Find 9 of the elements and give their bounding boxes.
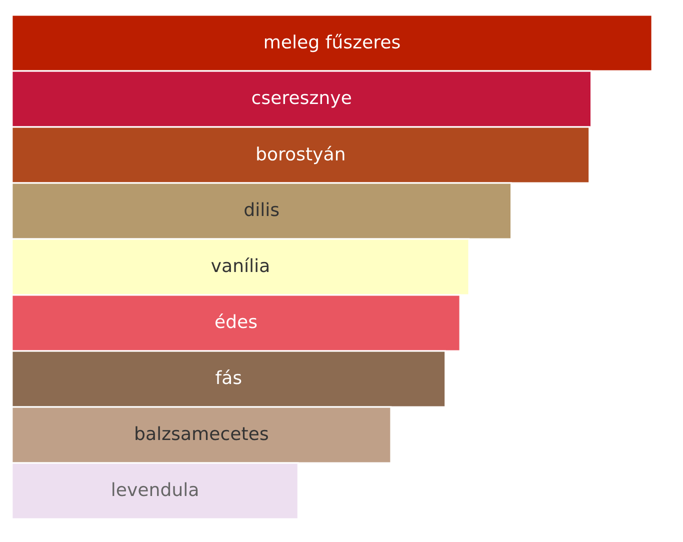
y-tick-label: borostyán	[257, 146, 344, 164]
y-tick-label: balzsamecetes	[136, 426, 268, 440]
y-tick-label: fás	[216, 370, 242, 384]
y-tick-label: dilis	[244, 202, 279, 216]
y-tick-label: cseresznye	[252, 94, 351, 108]
y-tick-label: meleg fűszeres	[264, 34, 400, 52]
y-tick-label: levendula	[112, 482, 198, 496]
y-tick-label: édes	[215, 314, 257, 328]
y-tick-label: vanília	[211, 258, 268, 272]
